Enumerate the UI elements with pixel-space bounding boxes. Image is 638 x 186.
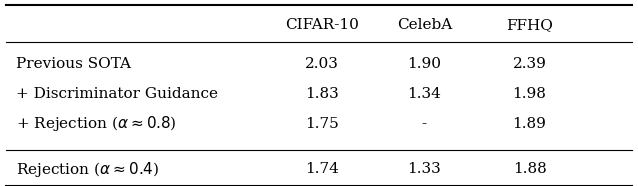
Text: Rejection ($\alpha \approx 0.4$): Rejection ($\alpha \approx 0.4$) [16,160,160,179]
Text: 2.03: 2.03 [305,57,339,71]
Text: + Discriminator Guidance: + Discriminator Guidance [16,87,218,101]
Text: 2.39: 2.39 [512,57,547,71]
Text: + Rejection ($\alpha \approx 0.8$): + Rejection ($\alpha \approx 0.8$) [16,114,177,133]
Text: 1.98: 1.98 [512,87,547,101]
Text: 1.75: 1.75 [306,117,339,131]
Text: CIFAR-10: CIFAR-10 [285,18,359,32]
Text: 1.83: 1.83 [306,87,339,101]
Text: 1.90: 1.90 [407,57,441,71]
Text: 1.74: 1.74 [305,162,339,176]
Text: -: - [422,117,427,131]
Text: Previous SOTA: Previous SOTA [16,57,131,71]
Text: 1.34: 1.34 [407,87,441,101]
Text: 1.89: 1.89 [512,117,547,131]
Text: FFHQ: FFHQ [506,18,553,32]
Text: CelebA: CelebA [397,18,452,32]
Text: 1.33: 1.33 [408,162,441,176]
Text: 1.88: 1.88 [513,162,546,176]
